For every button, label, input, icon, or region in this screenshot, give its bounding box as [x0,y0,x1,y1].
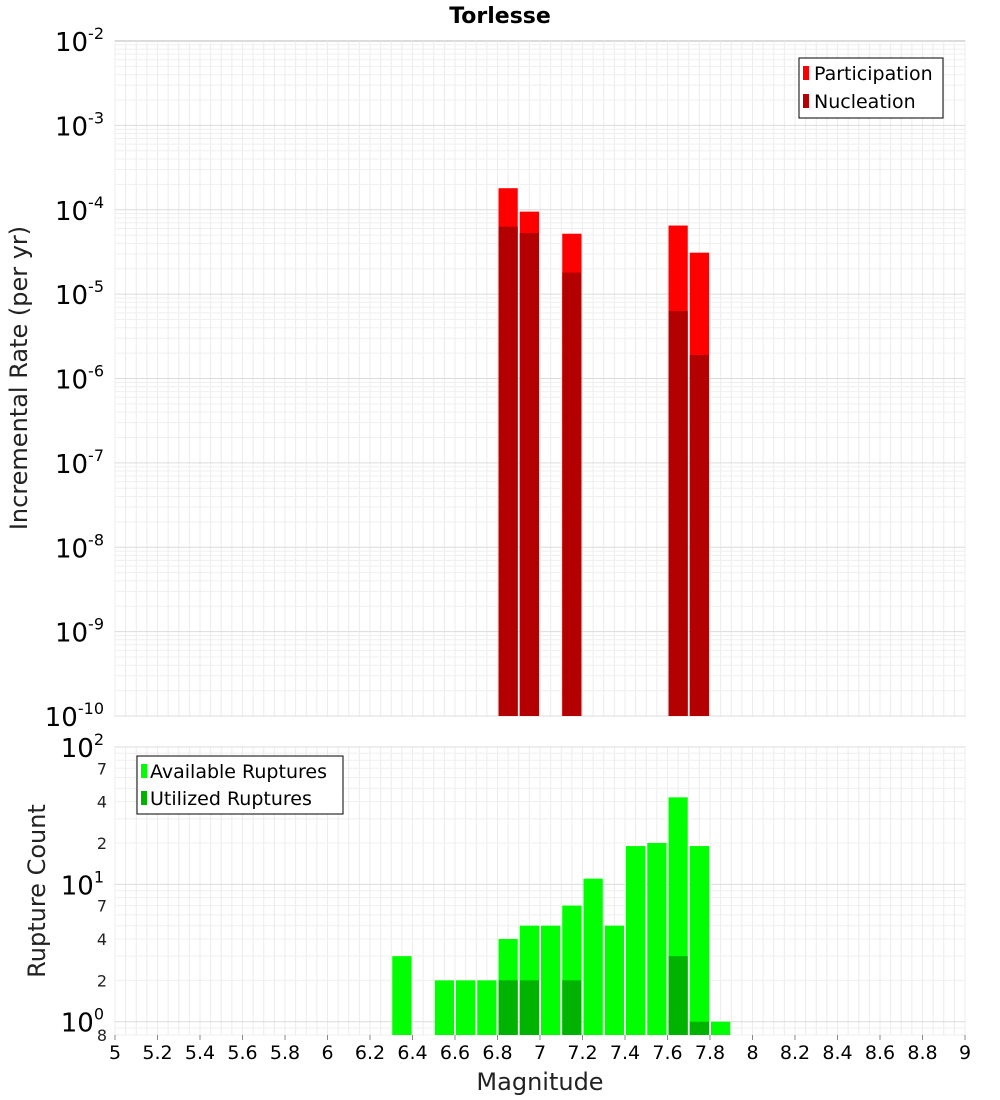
bottom-available-ruptures-bar [647,843,667,1035]
bottom-available-ruptures-bar [689,846,709,1035]
bottom-available-ruptures-bar [477,980,497,1035]
bottom-y-minor-tick-label: 7 [97,759,107,778]
chart-title: Torlesse [449,4,551,29]
bottom-y-tick-label: 102 [61,730,104,764]
bottom-utilized-ruptures-bar [562,980,582,1035]
top-legend: Participation Nucleation [798,57,944,119]
x-tick-label: 7.8 [695,1042,725,1064]
x-tick-label: 9 [959,1042,971,1064]
bottom-available-ruptures-bar [434,980,454,1035]
top-y-tick-label: 10-10 [45,699,104,733]
top-panel: 10-10 10-9 10-8 10-7 10-6 10-5 10-4 10-3 10-2 In… [5,24,966,733]
x-tick-label: 5.2 [142,1042,172,1064]
legend-swatch-available [141,764,147,778]
x-tick-label: 6.4 [397,1042,427,1064]
bottom-y-ticks: 100 101 102 8 2 4 7 2 4 7 [61,730,107,1045]
x-tick-label: 8.2 [780,1042,810,1064]
top-legend-box [798,57,944,119]
bottom-bars [392,797,731,1035]
top-y-tick-label: 10-3 [55,108,104,142]
x-tick-label: 5 [109,1042,121,1064]
top-nucleation-bar [498,226,518,716]
bottom-utilized-ruptures-bar [668,956,688,1035]
x-tick-label: 6 [321,1042,333,1064]
top-y-tick-label: 10-6 [55,362,104,396]
bottom-available-ruptures-bar [456,980,476,1035]
x-tick-label: 5.8 [270,1042,300,1064]
bottom-y-minor-tick-label: 2 [97,834,107,853]
bottom-available-ruptures-bar [392,956,412,1035]
bottom-y-minor-tick-label: 8 [97,1026,107,1045]
bottom-y-minor-tick-label: 4 [97,793,107,812]
bottom-utilized-ruptures-bar [498,980,518,1035]
top-nucleation-bar [562,272,582,716]
bottom-y-minor-tick-label: 2 [97,971,107,990]
bottom-y-axis-label: Rupture Count [23,804,51,978]
x-tick-label: 7 [534,1042,546,1064]
legend-swatch-participation [803,66,809,80]
bottom-available-ruptures-bar [626,846,646,1035]
bottom-available-ruptures-bar [604,925,624,1035]
legend-swatch-utilized [141,791,147,805]
bottom-utilized-ruptures-bar [519,980,539,1035]
bottom-legend: Available Ruptures Utilized Ruptures [136,755,344,815]
bottom-panel: 100 101 102 8 2 4 7 2 4 7 5 5.2 5.4 5.6 5.8 6 6.2 6.4 6.6… [23,730,971,1096]
bottom-utilized-ruptures-bar [689,1021,709,1035]
bottom-y-tick-label: 100 [61,1005,104,1039]
top-y-ticks: 10-10 10-9 10-8 10-7 10-6 10-5 10-4 10-3 10-2 [45,24,104,733]
x-tick-label: 6.8 [482,1042,512,1064]
legend-swatch-nucleation [803,94,809,108]
x-tick-label: 6.6 [440,1042,470,1064]
bottom-y-tick-label: 101 [61,867,104,901]
x-tick-label: 8.4 [822,1042,852,1064]
bottom-available-ruptures-bar [711,1021,731,1035]
top-nucleation-bar [519,233,539,716]
top-y-tick-label: 10-7 [55,446,104,480]
bottom-legend-box [136,755,344,815]
legend-label-participation: Participation [814,63,933,85]
x-axis-label: Magnitude [476,1068,603,1096]
top-bars [498,188,709,717]
x-tick-label: 6.2 [355,1042,385,1064]
top-nucleation-bar [689,354,709,716]
bottom-x-ticks: 5 5.2 5.4 5.6 5.8 6 6.2 6.4 6.6 6.8 7 7.2 7.4 7.6 7.8 8… [109,1035,971,1064]
top-y-axis-label: Incremental Rate (per yr) [5,226,33,530]
bottom-available-ruptures-bar [541,925,561,1035]
top-grid [114,41,966,717]
x-tick-label: 5.6 [227,1042,257,1064]
x-tick-label: 7.4 [610,1042,640,1064]
legend-label-available: Available Ruptures [150,761,327,783]
legend-label-nucleation: Nucleation [814,91,916,113]
bottom-y-minor-tick-label: 7 [97,897,107,916]
top-y-tick-label: 10-5 [55,277,104,311]
x-tick-label: 8 [746,1042,758,1064]
top-nucleation-bar [668,311,688,716]
x-tick-label: 5.4 [185,1042,215,1064]
top-y-tick-label: 10-2 [55,24,104,58]
x-tick-label: 8.8 [907,1042,937,1064]
top-y-tick-label: 10-8 [55,530,104,564]
top-y-tick-label: 10-4 [55,193,104,227]
top-y-tick-label: 10-9 [55,615,104,649]
legend-label-utilized: Utilized Ruptures [150,788,312,810]
x-tick-label: 8.6 [865,1042,895,1064]
x-tick-label: 7.2 [567,1042,597,1064]
bottom-y-minor-tick-label: 4 [97,930,107,949]
x-tick-label: 7.6 [652,1042,682,1064]
bottom-available-ruptures-bar [583,878,603,1035]
